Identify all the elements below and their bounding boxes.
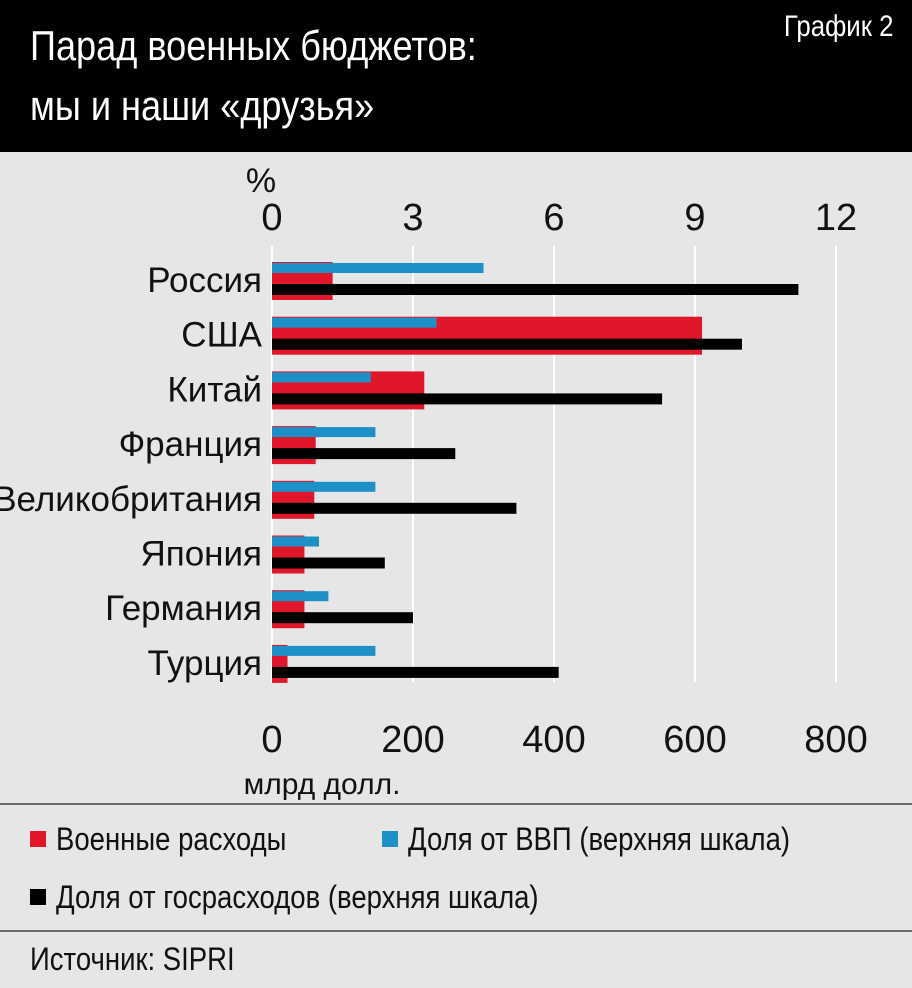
legend-item-gdp: Доля от ВВП (верхняя шкала) bbox=[382, 819, 852, 859]
top-axis-tick-label: 9 bbox=[684, 197, 705, 239]
legend-label-military: Военные расходы bbox=[56, 821, 287, 857]
bottom-axis-tick-label: 200 bbox=[381, 719, 444, 761]
legend: Военные расходы Доля от ВВП (верхняя шка… bbox=[0, 803, 912, 932]
legend-item-gov: Доля от госрасходов (верхняя шкала) bbox=[30, 877, 617, 917]
source-footer: Источник: SIPRI bbox=[0, 930, 912, 988]
chart-title-line2: мы и наши «друзья» bbox=[30, 82, 375, 129]
category-label: США bbox=[181, 316, 262, 355]
bar-gdp-share bbox=[272, 591, 329, 602]
top-axis-tick-label: 3 bbox=[402, 197, 423, 239]
bottom-axis-unit-label: млрд долл. bbox=[244, 768, 401, 801]
category-label: Великобритания bbox=[0, 480, 262, 519]
header-bar: Парад военных бюджетов: мы и наши «друзь… bbox=[0, 0, 912, 152]
bar-gov-share bbox=[272, 393, 663, 405]
top-axis-unit-label: % bbox=[246, 162, 276, 200]
category-label: Германия bbox=[105, 589, 262, 628]
bar-gdp-share bbox=[272, 427, 376, 438]
chart-title-line1: Парад военных бюджетов: bbox=[30, 22, 477, 69]
bar-gov-share bbox=[272, 666, 559, 678]
legend-swatch-gdp bbox=[382, 831, 398, 847]
bar-gov-share bbox=[272, 284, 799, 295]
bottom-axis-tick-label: 800 bbox=[804, 719, 867, 761]
legend-swatch-gov bbox=[30, 889, 46, 905]
bar-gdp-share bbox=[272, 481, 376, 492]
legend-swatch-military bbox=[30, 831, 46, 847]
chart-number-label: График 2 bbox=[784, 10, 894, 43]
legend-item-military: Военные расходы bbox=[30, 819, 324, 859]
bar-gov-share bbox=[272, 612, 413, 624]
legend-label-gov: Доля от госрасходов (верхняя шкала) bbox=[56, 879, 539, 915]
category-label: Япония bbox=[140, 535, 262, 574]
bar-gdp-share bbox=[272, 536, 319, 547]
source-text: Источник: SIPRI bbox=[30, 941, 235, 977]
bar-gov-share bbox=[272, 502, 517, 514]
bar-gov-share bbox=[272, 448, 456, 460]
top-axis-tick-label: 6 bbox=[543, 197, 564, 239]
bar-gov-share bbox=[272, 338, 742, 350]
bottom-axis-tick-label: 600 bbox=[663, 719, 726, 761]
category-label: Франция bbox=[119, 425, 262, 464]
top-axis-tick-label: 0 bbox=[261, 197, 282, 239]
bottom-axis-tick-label: 400 bbox=[522, 719, 585, 761]
legend-label-gdp: Доля от ВВП (верхняя шкала) bbox=[408, 821, 791, 857]
category-label: Турция bbox=[147, 644, 262, 683]
bar-gdp-share bbox=[272, 372, 371, 383]
bottom-axis-tick-label: 0 bbox=[261, 719, 282, 761]
top-axis-tick-label: 12 bbox=[815, 197, 857, 239]
bar-gdp-share bbox=[272, 317, 437, 328]
bar-gov-share bbox=[272, 557, 385, 569]
category-label: Китай bbox=[167, 370, 262, 409]
category-label: Россия bbox=[147, 261, 262, 300]
bar-gdp-share bbox=[272, 645, 376, 656]
bar-gdp-share bbox=[272, 263, 484, 273]
